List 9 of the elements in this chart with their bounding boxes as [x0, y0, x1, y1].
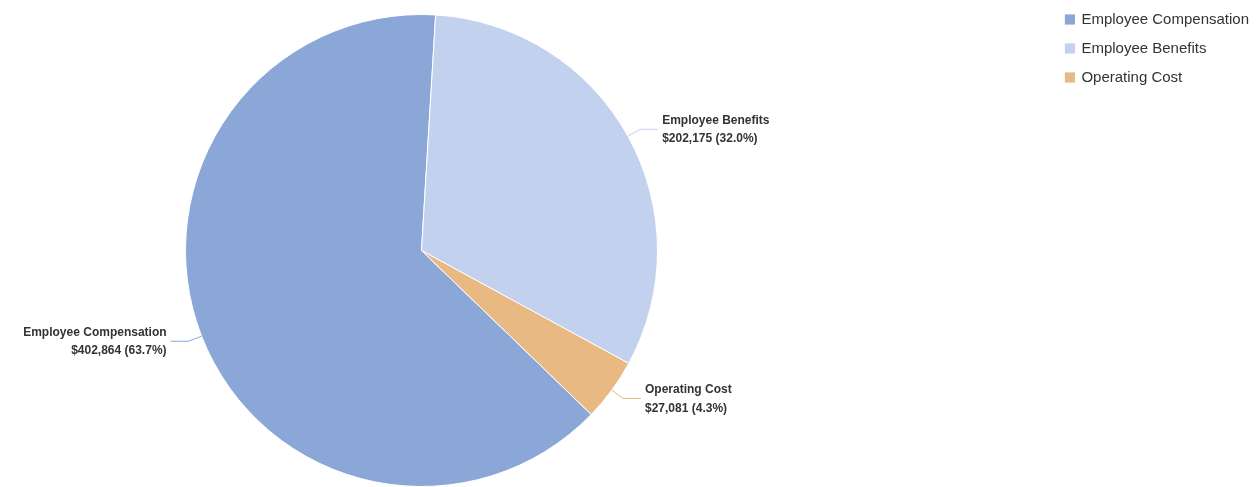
- slice-label: Employee Benefits: [662, 113, 770, 128]
- legend-label: Employee Benefits: [1081, 39, 1207, 56]
- data-label: $27,081 (4.3%): [645, 400, 728, 415]
- slice-label: Operating Cost: [645, 382, 732, 397]
- legend-label: Operating Cost: [1081, 68, 1183, 85]
- slice-label: Employee Compensation: [23, 325, 167, 340]
- legend-label: Employee Compensation: [1081, 10, 1249, 27]
- data-label: $202,175 (32.0%): [662, 131, 758, 146]
- data-label: $402,864 (63.7%): [71, 343, 167, 358]
